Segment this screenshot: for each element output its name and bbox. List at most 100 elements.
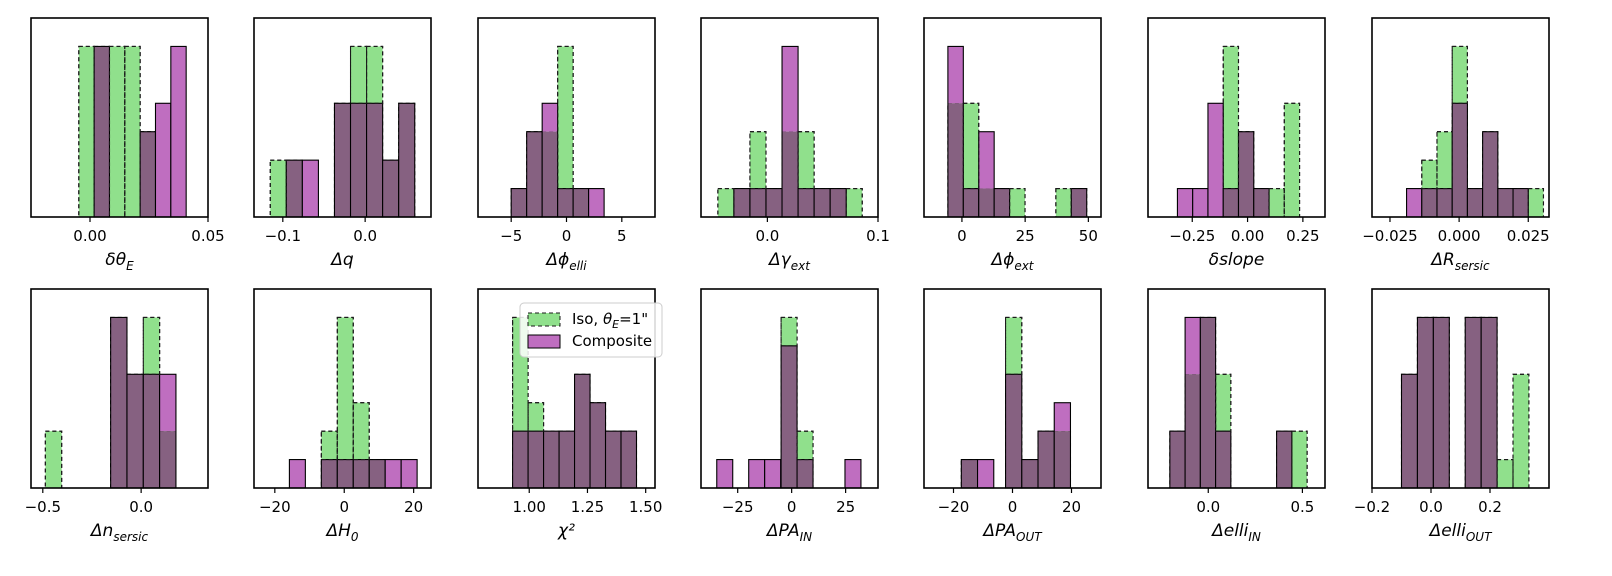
axes-frame <box>1371 17 1550 218</box>
axes-frame <box>30 17 209 218</box>
axes-frame <box>477 288 656 489</box>
x-axis-label-base: δθ <box>105 250 126 270</box>
composite-bar <box>844 459 861 488</box>
histogram-panel-7: −0.025 0.000 0.025 ΔRsersic <box>1362 17 1550 273</box>
x-axis-label: ΔH0 <box>324 521 358 544</box>
overlap-bar <box>542 131 558 217</box>
composite-bar <box>1192 188 1208 217</box>
x-tick-label: 0 <box>1008 498 1018 516</box>
x-axis-label-sub: IN <box>800 530 813 544</box>
overlap-bar <box>1238 131 1254 217</box>
x-tick-label: 0.25 <box>1286 227 1319 245</box>
x-axis-label-sub: IN <box>1248 530 1261 544</box>
histogram-panel-2: −0.1 0.0 Δq <box>253 17 432 270</box>
x-axis-label: ΔPAIN <box>765 521 812 544</box>
iso-bar-outline <box>108 45 126 218</box>
overlap-bar <box>1276 431 1292 488</box>
overlap-bar <box>143 374 160 488</box>
overlap-bar <box>1452 103 1468 217</box>
x-axis-label-base: Δγ <box>767 250 792 270</box>
x-tick-label: 0.0 <box>1419 498 1443 516</box>
composite-bar <box>782 46 799 132</box>
overlap-bar <box>334 103 351 217</box>
x-tick-label: −20 <box>938 498 970 516</box>
overlap-bar <box>1436 188 1453 217</box>
iso-bar-outline <box>366 45 384 104</box>
composite-bar <box>748 459 765 488</box>
axes-frame <box>1147 17 1326 218</box>
legend-composite-swatch <box>527 334 561 349</box>
overlap-bar <box>398 103 415 217</box>
overlap-bar <box>286 160 303 217</box>
overlap-bar <box>963 188 979 217</box>
overlap-bar <box>1169 431 1186 488</box>
composite-bar <box>302 160 319 217</box>
x-axis-label-sub: elli <box>569 259 587 273</box>
x-tick-label: 1.50 <box>629 498 662 516</box>
overlap-bar <box>1021 459 1039 488</box>
x-axis-label-sub: 0 <box>351 530 359 544</box>
overlap-bar <box>1005 374 1022 488</box>
iso-bar <box>717 188 735 218</box>
overlap-bar <box>574 374 591 488</box>
x-axis-label-sub: ext <box>1014 259 1034 273</box>
x-tick-label: 25 <box>1016 227 1035 245</box>
x-axis-label: ΔelliOUT <box>1428 521 1493 544</box>
iso-bar <box>269 159 287 218</box>
x-axis-label: δslope <box>1209 250 1265 270</box>
histogram-panel-14: −0.2 0.0 0.2 ΔelliOUT <box>1354 288 1550 544</box>
composite-bar <box>159 374 176 432</box>
x-tick-label: −0.5 <box>25 498 61 516</box>
iso-bar-outline <box>749 131 767 190</box>
composite-bar <box>170 46 187 217</box>
x-axis-label-base: ΔPA <box>981 521 1016 541</box>
iso-bar-outline <box>557 45 574 190</box>
x-axis-label-sub: ext <box>791 259 811 273</box>
overlap-bar <box>947 103 964 217</box>
overlap-bar <box>382 160 399 217</box>
histogram-panel-12: −20 0 20 ΔPAOUT <box>923 288 1102 544</box>
x-axis-label: δθE <box>105 250 134 273</box>
overlap-bar <box>605 431 622 488</box>
x-tick-label: 5 <box>617 227 627 245</box>
iso-bar-outline <box>1005 316 1023 375</box>
x-tick-label: −0.1 <box>265 227 301 245</box>
overlap-bar <box>1465 317 1482 488</box>
overlap-bar <box>1467 188 1483 217</box>
overlap-bar <box>573 188 589 217</box>
iso-bar-outline <box>1451 45 1468 104</box>
overlap-bar <box>94 46 110 217</box>
overlap-bar <box>590 402 606 488</box>
overlap-bar <box>621 431 637 488</box>
overlap-bar <box>511 188 527 217</box>
overlap-bar <box>1433 317 1450 488</box>
overlap-bar <box>110 317 127 488</box>
legend-composite-label: Composite <box>572 332 652 350</box>
x-tick-label: 20 <box>404 498 423 516</box>
overlap-bar <box>1215 431 1231 488</box>
x-tick-label: 0 <box>787 498 797 516</box>
axes-frame <box>1371 288 1550 489</box>
histogram-panel-1: 0.00 0.05 δθE <box>30 17 225 273</box>
overlap-bar <box>1223 188 1239 217</box>
axes-frame <box>1147 288 1326 489</box>
x-tick-label: 0 <box>957 227 967 245</box>
iso-bar <box>44 430 63 489</box>
composite-bar <box>1207 103 1224 217</box>
x-tick-label: 0 <box>339 498 349 516</box>
x-tick-label: −20 <box>259 498 291 516</box>
legend-iso-label: Iso, θE=1" <box>572 310 648 331</box>
x-tick-label: 0.00 <box>1231 227 1264 245</box>
iso-bar-outline <box>336 316 354 461</box>
overlap-bar <box>994 188 1010 217</box>
overlap-bar <box>1038 431 1055 488</box>
iso-bar <box>1283 102 1301 218</box>
x-axis-label-base: Δn <box>89 521 113 541</box>
iso-bar <box>78 45 95 218</box>
overlap-bar <box>1054 431 1071 488</box>
overlap-bar <box>337 459 354 488</box>
x-tick-label: −0.2 <box>1354 498 1390 516</box>
x-tick-label: −5 <box>500 227 522 245</box>
x-axis-label-base: Δelli <box>1210 521 1249 541</box>
